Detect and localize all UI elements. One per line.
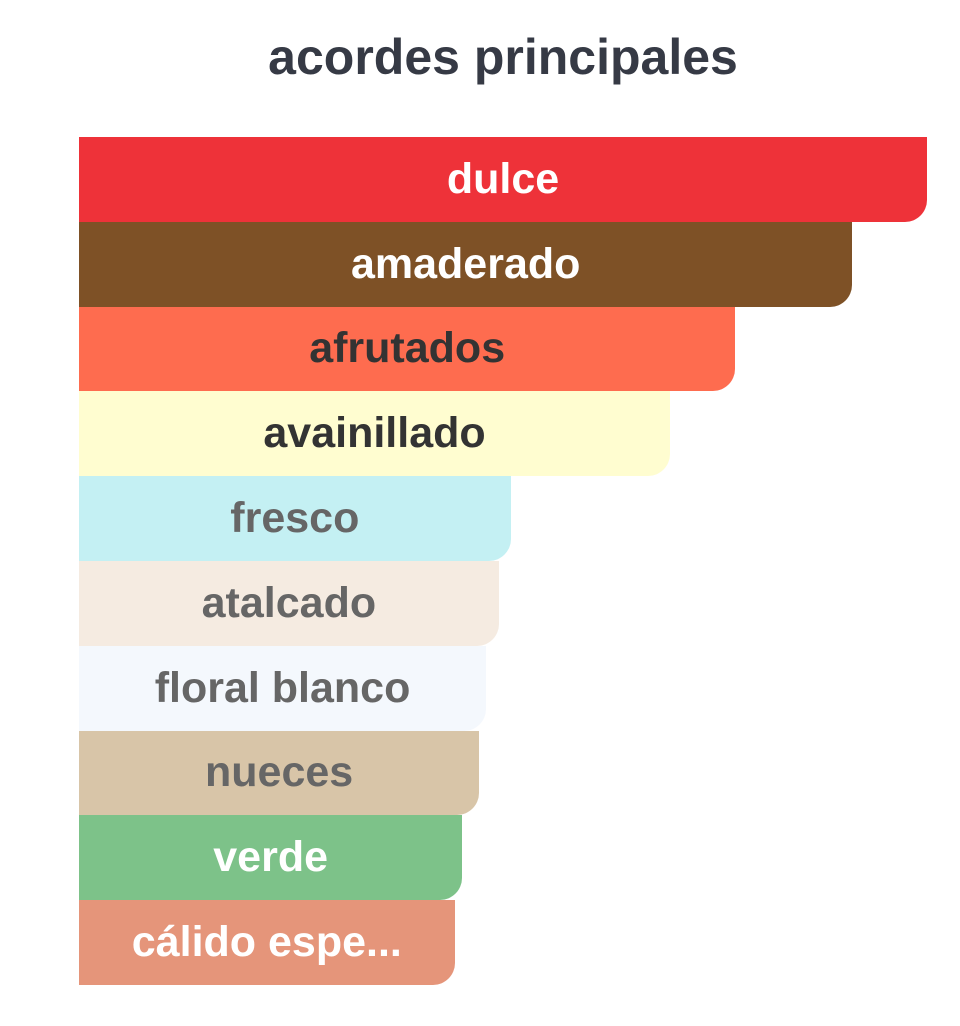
accord-label: verde bbox=[213, 833, 329, 882]
accord-bar-9: cálido espe... bbox=[79, 900, 455, 985]
accord-label: amaderado bbox=[350, 239, 581, 288]
accord-bar-0: dulce bbox=[79, 137, 927, 222]
accord-bar-2: afrutados bbox=[79, 306, 736, 392]
accord-bars: dulce amaderado afrutados avainillado fresco… bbox=[79, 137, 927, 985]
accord-label: dulce bbox=[446, 154, 560, 203]
chart-title: acordes principales bbox=[268, 29, 738, 85]
accord-bar-7: nueces bbox=[79, 730, 480, 816]
accord-bar-4: fresco bbox=[79, 476, 511, 561]
accord-bar-8: verde bbox=[79, 815, 463, 901]
accord-label: floral blanco bbox=[154, 663, 411, 712]
accord-bar-3: avainillado bbox=[79, 391, 671, 477]
accord-bar-5: atalcado bbox=[79, 560, 499, 646]
accord-label: nueces bbox=[205, 748, 354, 797]
accord-bar-1: amaderado bbox=[79, 221, 853, 307]
accord-label: fresco bbox=[230, 494, 360, 543]
accord-label: cálido espe... bbox=[131, 918, 402, 967]
accord-label: avainillado bbox=[263, 409, 486, 458]
accord-label: atalcado bbox=[201, 578, 377, 627]
accord-label: afrutados bbox=[309, 324, 506, 373]
accord-bar-6: floral blanco bbox=[79, 645, 487, 731]
